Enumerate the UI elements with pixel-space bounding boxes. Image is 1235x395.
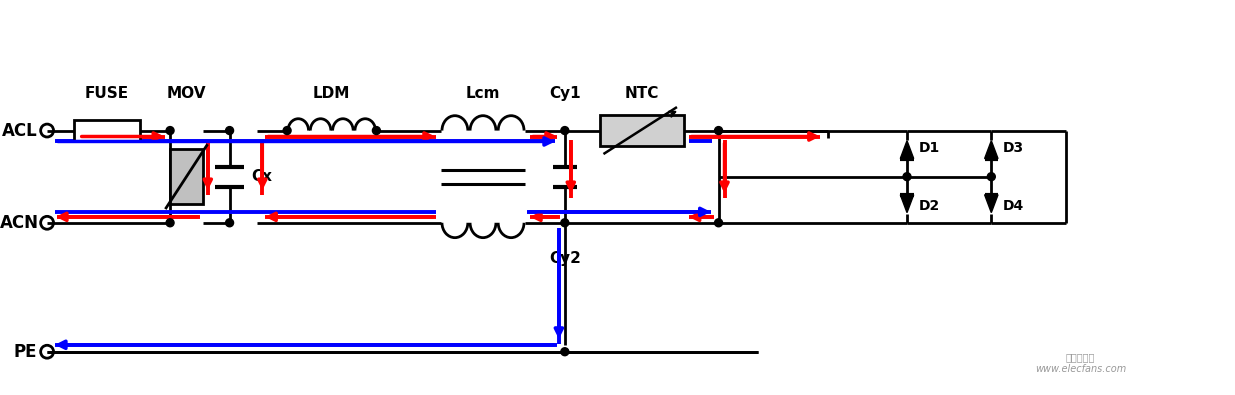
Polygon shape (900, 195, 914, 213)
Polygon shape (984, 141, 998, 158)
Circle shape (167, 126, 174, 135)
Circle shape (561, 348, 569, 356)
Bar (599, 115, 684, 147)
Text: MOV: MOV (167, 86, 206, 101)
Text: ACN: ACN (0, 214, 38, 232)
Text: PE: PE (14, 343, 37, 361)
Text: NTC: NTC (625, 86, 659, 101)
Text: D4: D4 (1003, 199, 1025, 213)
Text: ACL: ACL (1, 122, 37, 139)
Text: D3: D3 (1003, 141, 1024, 155)
Text: 电子发烧友
www.elecfans.com: 电子发烧友 www.elecfans.com (1035, 352, 1126, 374)
Circle shape (226, 126, 233, 135)
Text: Cy1: Cy1 (550, 86, 580, 101)
Circle shape (987, 173, 995, 181)
Circle shape (561, 126, 569, 135)
Text: Lcm: Lcm (466, 86, 500, 101)
Polygon shape (900, 141, 914, 158)
Bar (170, 149, 203, 204)
Circle shape (373, 126, 380, 135)
Circle shape (283, 126, 291, 135)
Circle shape (561, 219, 569, 227)
Bar (74, 120, 141, 141)
Polygon shape (984, 195, 998, 213)
Text: LDM: LDM (312, 86, 351, 101)
Circle shape (903, 173, 911, 181)
Circle shape (715, 126, 722, 135)
Text: Cy2: Cy2 (548, 250, 580, 265)
Circle shape (167, 219, 174, 227)
Text: D2: D2 (919, 199, 940, 213)
Circle shape (226, 219, 233, 227)
Text: FUSE: FUSE (85, 86, 130, 101)
Circle shape (715, 219, 722, 227)
Text: Cx: Cx (252, 169, 273, 184)
Text: D1: D1 (919, 141, 940, 155)
